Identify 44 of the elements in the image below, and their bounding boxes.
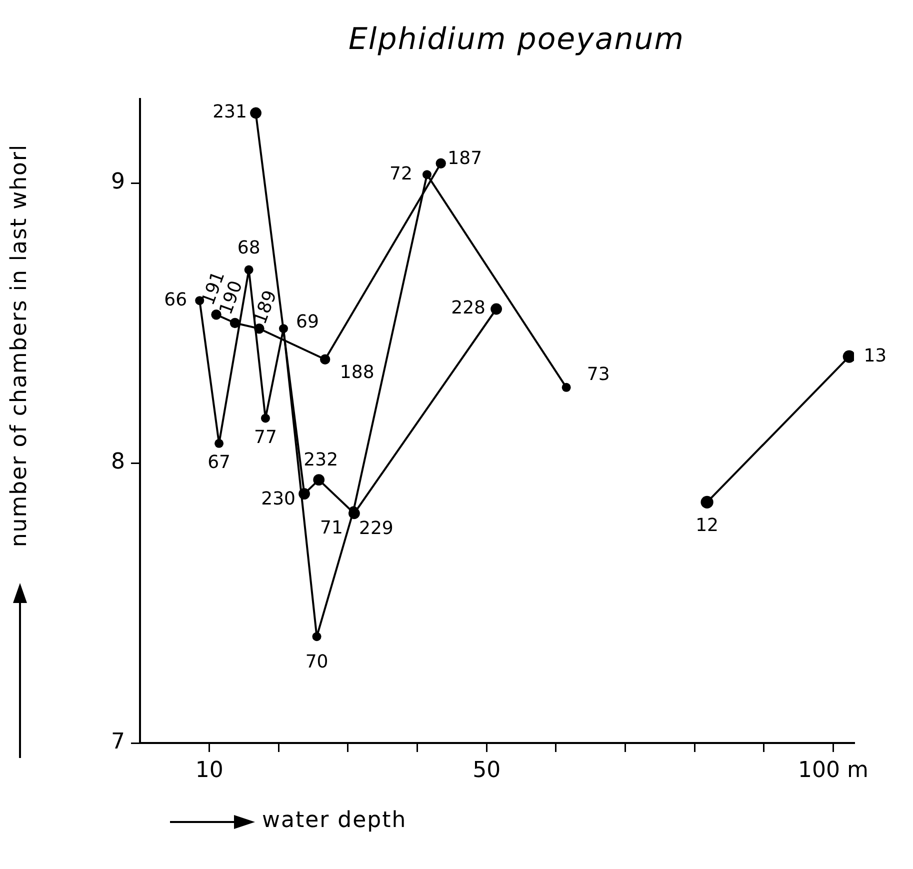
- annotation: 68: [237, 237, 260, 258]
- y-tick-label: 7: [111, 730, 125, 755]
- annotation: 66: [164, 289, 188, 310]
- y-axis-title: number of chambers in last whorl: [8, 143, 33, 547]
- point: [422, 170, 432, 180]
- x-tick-label: 100 m: [798, 758, 868, 783]
- point: [490, 303, 502, 315]
- x-tick-label: 50: [472, 758, 501, 783]
- point: [214, 438, 224, 448]
- annotation: 188: [340, 362, 374, 384]
- point: [278, 324, 288, 334]
- annotation: 73: [586, 364, 610, 386]
- point: [562, 382, 571, 392]
- annotation: 187: [448, 148, 482, 170]
- annotation: 229: [359, 518, 394, 540]
- x-axis-title: water depth: [262, 808, 407, 833]
- point: [312, 632, 322, 642]
- annotation: 228: [451, 298, 486, 319]
- annotation: 232: [304, 449, 338, 470]
- annotation: 230: [261, 488, 296, 510]
- point: [211, 310, 222, 320]
- point: [313, 474, 325, 486]
- annotation: 231: [212, 102, 247, 123]
- annotation: 189: [250, 288, 282, 328]
- chart-title: Elphidium poeyanum: [347, 22, 686, 57]
- point: [250, 107, 262, 119]
- annotation: 72: [390, 163, 412, 184]
- point: [700, 496, 714, 508]
- annotation: 13: [864, 345, 887, 366]
- annotation: 77: [254, 426, 277, 448]
- annotation: 12: [696, 514, 718, 536]
- y-tick-label: 8: [111, 450, 125, 475]
- point: [244, 265, 254, 274]
- point: [320, 354, 330, 364]
- point: [436, 158, 446, 168]
- annotation: 67: [208, 452, 230, 474]
- point: [230, 318, 240, 328]
- x-tick-label: 10: [195, 758, 224, 783]
- annotation: 69: [296, 311, 319, 332]
- annotation: 71: [320, 517, 343, 538]
- annotation: 70: [305, 651, 328, 672]
- y-tick-label: 9: [111, 170, 125, 195]
- point: [842, 350, 854, 363]
- point: [260, 414, 270, 423]
